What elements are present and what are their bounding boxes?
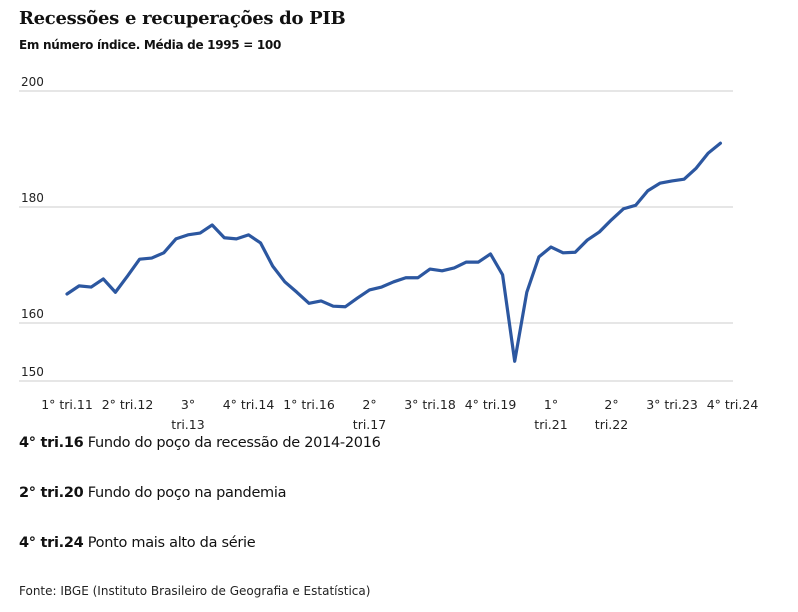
x-tick-label: 4° tri.19 xyxy=(465,397,517,412)
note-label: 2° tri.20 xyxy=(19,485,84,501)
y-tick-label: 200 xyxy=(21,75,44,89)
y-tick-label: 180 xyxy=(21,191,44,205)
data-line xyxy=(65,141,723,363)
x-tick-label: 1° tri.16 xyxy=(283,397,335,412)
x-tick-label: 4° tri.14 xyxy=(223,397,275,412)
note-text: Ponto mais alto da série xyxy=(83,535,256,551)
note-text: Fundo do poço da recessão de 2014-2016 xyxy=(83,435,381,451)
y-tick-label: 150 xyxy=(21,365,44,379)
chart-subtitle: Em número índice. Média de 1995 = 100 xyxy=(19,38,282,52)
x-tick-label: 2° tri.17 xyxy=(353,397,386,432)
x-tick-label: 1° tri.11 xyxy=(41,397,93,412)
note-label: 4° tri.24 xyxy=(19,535,84,551)
note-label: 4° tri.16 xyxy=(19,435,84,451)
note-3: 4° tri.24 Ponto mais alto da série xyxy=(19,535,256,551)
note-2: 2° tri.20 Fundo do poço na pandemia xyxy=(19,485,287,501)
line-chart: 150 160 180 200 1° tri.11 2° tri.12 3° tri.13 4°… xyxy=(19,75,759,432)
note-text: Fundo do poço na pandemia xyxy=(83,485,287,501)
x-tick-label: 2° tri.22 xyxy=(595,397,628,432)
note-1: 4° tri.16 Fundo do poço da recessão de 2… xyxy=(19,435,381,451)
x-tick-label: 1° tri.21 xyxy=(534,397,567,432)
source: Fonte: IBGE (Instituto Brasileiro de Geo… xyxy=(19,584,371,598)
x-tick-label: 3° tri.18 xyxy=(404,397,456,412)
chart-title: Recessões e recuperações do PIB xyxy=(19,8,346,29)
x-tick-label: 4° tri.24 xyxy=(707,397,759,412)
x-tick-label: 3° tri.23 xyxy=(646,397,698,412)
y-tick-label: 160 xyxy=(21,307,44,321)
x-tick-label: 3° tri.13 xyxy=(171,397,204,432)
x-tick-label: 2° tri.12 xyxy=(102,397,154,412)
